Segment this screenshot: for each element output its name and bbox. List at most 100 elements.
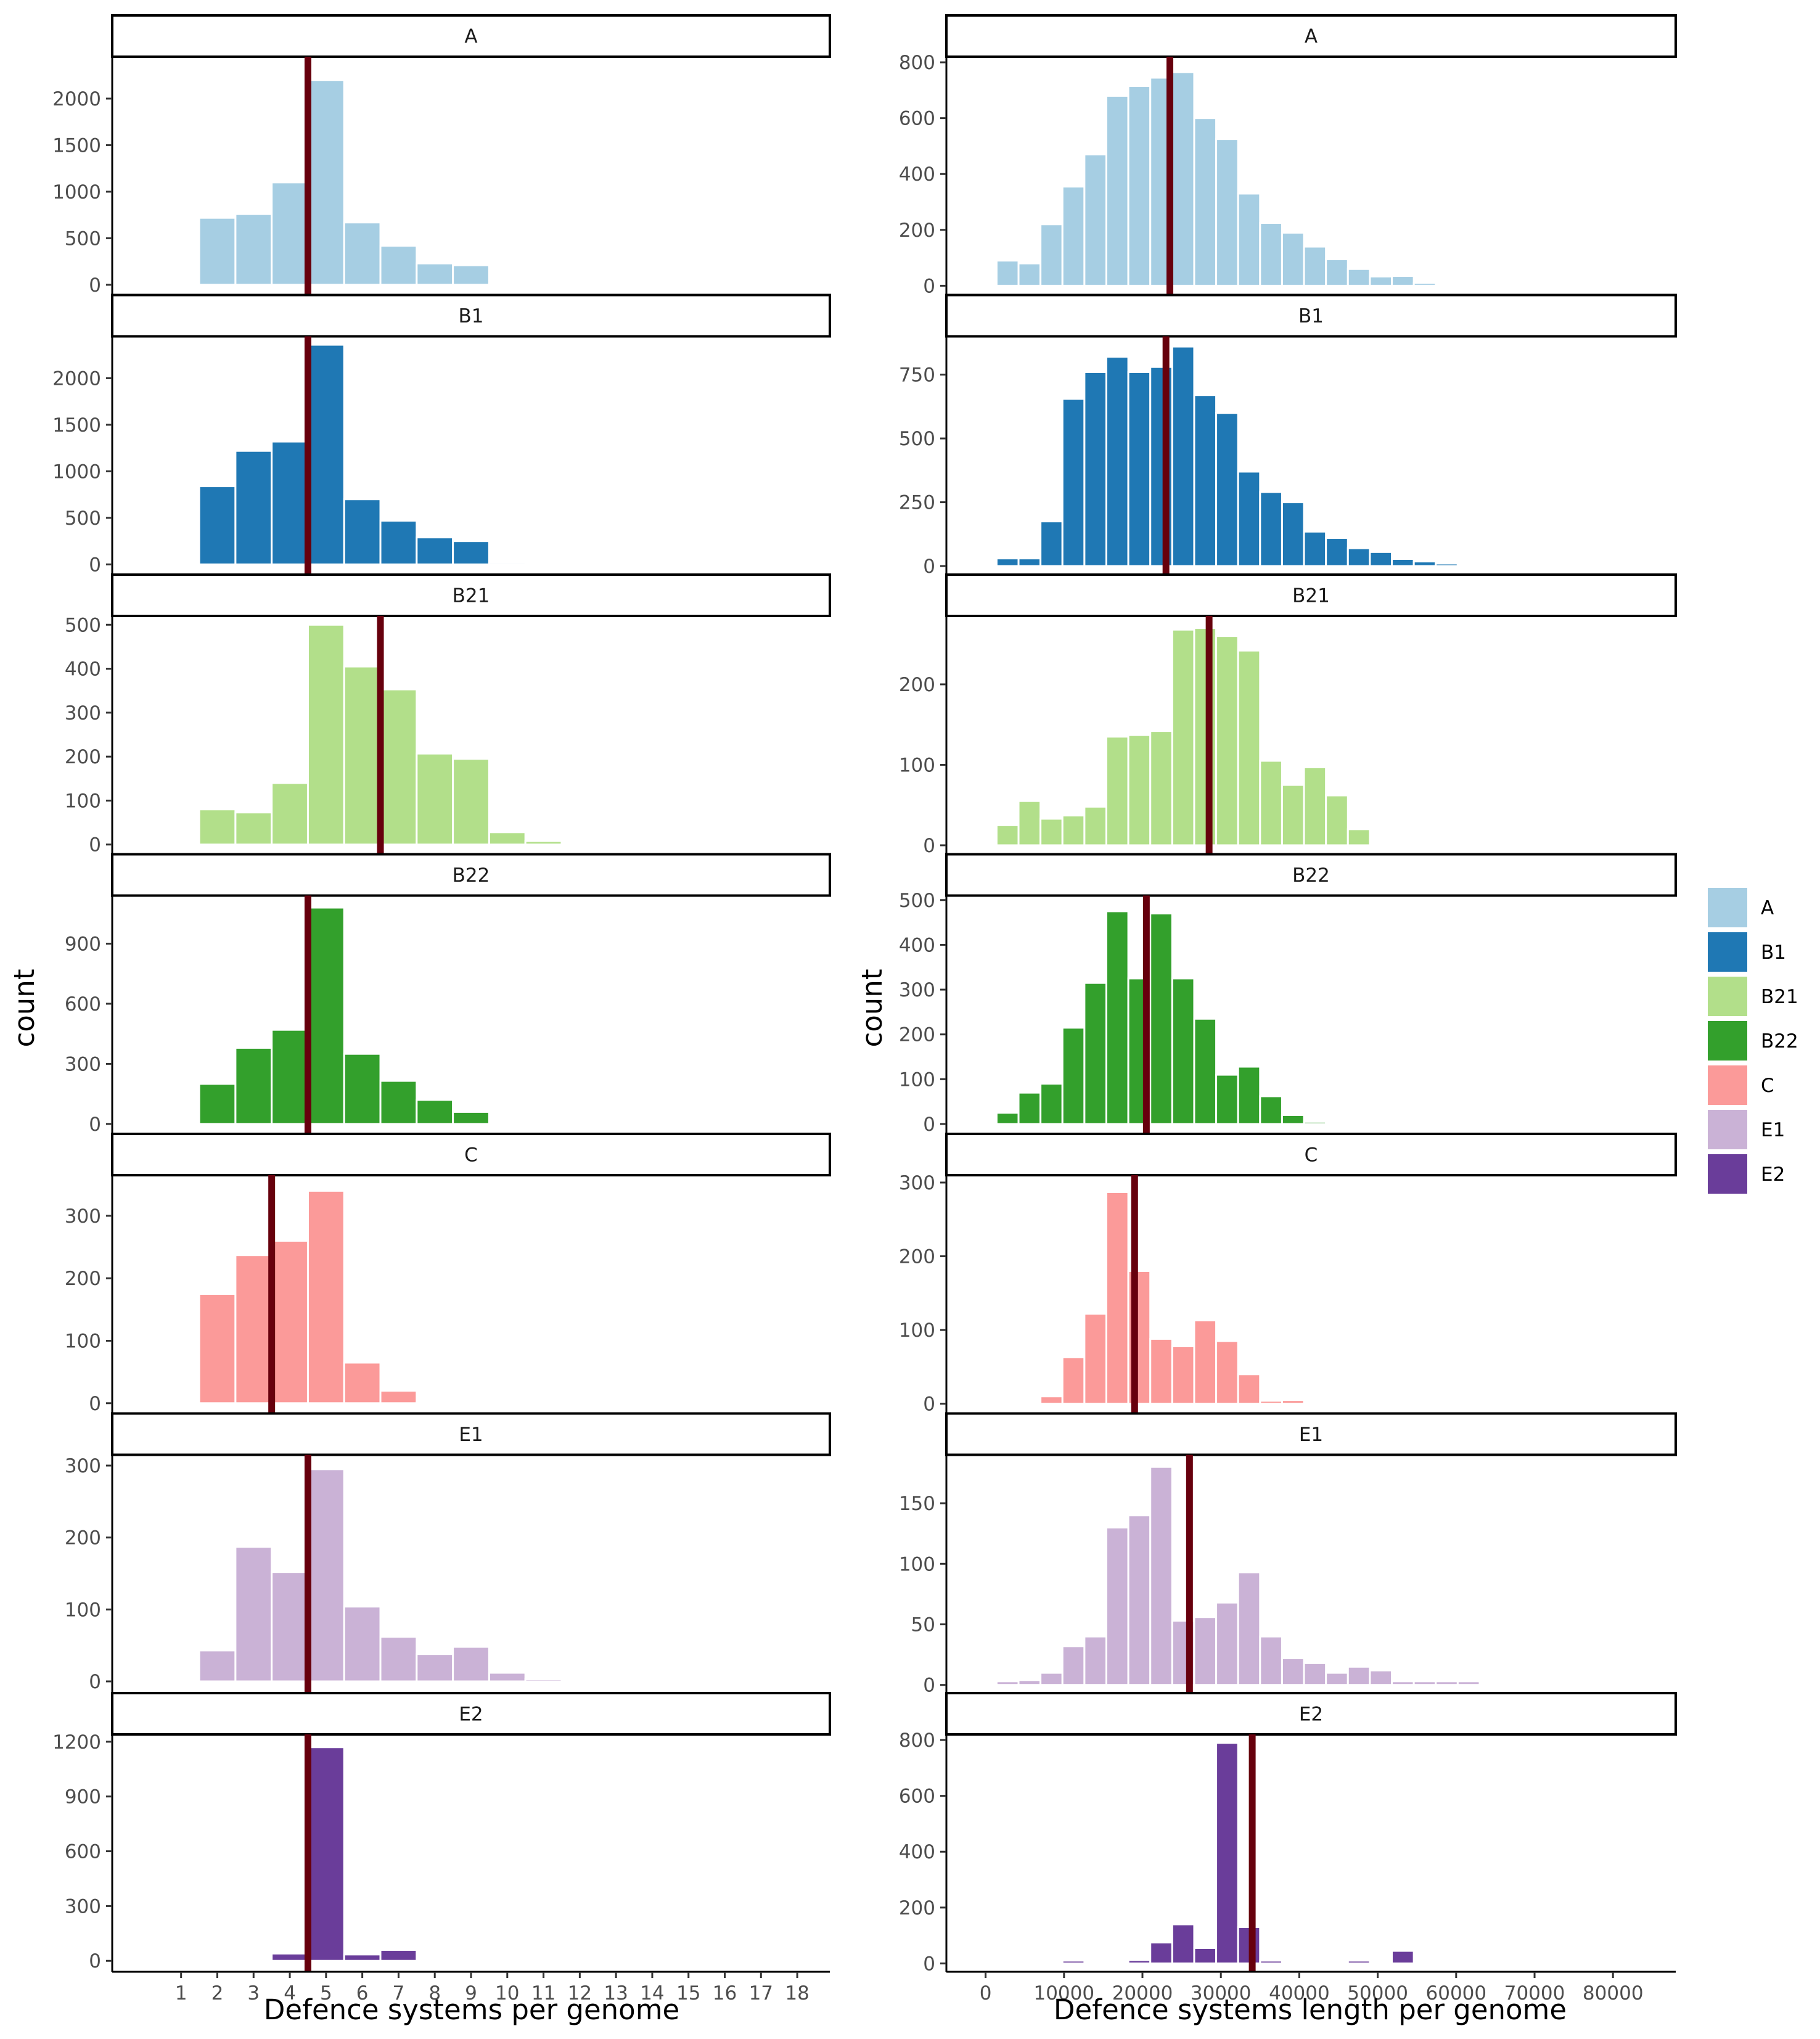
histogram-bar	[488, 282, 527, 286]
y-tick-label: 900	[65, 933, 101, 955]
x-tick-label: 9	[465, 1982, 477, 2004]
histogram-bar	[1281, 231, 1305, 287]
histogram-bar	[234, 449, 273, 565]
histogram-bar	[1259, 1095, 1283, 1125]
legend-key	[1708, 977, 1747, 1016]
y-tick-label: 100	[65, 1330, 101, 1352]
histogram-bar	[162, 842, 200, 846]
facet-strip	[945, 14, 1677, 58]
x-tick-label: 7	[393, 1982, 405, 2004]
facet-strip	[111, 293, 831, 338]
histogram-bar	[1149, 730, 1173, 847]
histogram-bar	[379, 1636, 418, 1683]
y-tick-label: 2000	[52, 367, 101, 390]
y-tick-label: 0	[89, 1950, 101, 1972]
histogram-bar	[1039, 1083, 1064, 1125]
facet-strip	[111, 1692, 831, 1736]
x-tick-label: 6	[356, 1982, 369, 2004]
legend-item-b22: B22	[1708, 1021, 1798, 1061]
histogram-bar	[271, 1239, 309, 1405]
histogram-bar	[1193, 1017, 1218, 1125]
y-tick-label: 300	[899, 979, 935, 1001]
x-tick-label: 10000	[1033, 1982, 1094, 2004]
y-tick-label: 200	[899, 1024, 935, 1046]
histogram-bar	[1083, 371, 1107, 567]
histogram-bar	[1061, 1356, 1086, 1405]
facet-strip	[111, 573, 831, 617]
histogram-bar	[452, 758, 490, 846]
y-tick-label: 1000	[52, 461, 101, 483]
right-column-panels: A0200400600800B10250500750B210100200B220…	[899, 14, 1677, 2004]
histogram-bar	[1347, 268, 1371, 287]
histogram-bar	[452, 1646, 490, 1683]
y-tick-label: 250	[899, 492, 935, 514]
legend-label: E1	[1761, 1119, 1785, 1141]
facet-strip-label: C	[1305, 1144, 1318, 1167]
panel-count-c: C 0 100 200 300	[65, 1133, 831, 1415]
y-tick-label: 100	[899, 1069, 935, 1091]
panel-count-a: A 0 500 1000 1500 2000	[52, 14, 831, 297]
histogram-bar	[1039, 818, 1064, 847]
y-tick-label: 2000	[52, 88, 101, 110]
y-tick-label: 400	[65, 658, 101, 681]
x-tick-label: 1	[175, 1982, 187, 2004]
panel-length-e1: E1 0 50 100 150	[899, 1412, 1677, 1697]
histogram-bar	[1193, 627, 1218, 847]
y-tick-label: 100	[65, 790, 101, 812]
histogram-bar	[379, 1390, 418, 1405]
x-tick-label: 0	[980, 1982, 992, 2004]
histogram-bar	[1456, 284, 1481, 287]
y-tick-label: 0	[89, 274, 101, 297]
histogram-bar	[1149, 1337, 1173, 1405]
legend-label: C	[1761, 1075, 1774, 1097]
histogram-bar	[1456, 1680, 1481, 1686]
histogram-bar	[1412, 1680, 1437, 1686]
legend-label: B21	[1761, 986, 1798, 1008]
histogram-bar	[416, 536, 454, 565]
histogram-bar	[1061, 1027, 1086, 1125]
histogram-bar	[1325, 258, 1349, 287]
histogram-bar	[1127, 734, 1152, 847]
histogram-bar	[1171, 977, 1195, 1125]
histogram-bar	[1303, 766, 1327, 847]
y-tick-label: 500	[899, 428, 935, 450]
panel-count-b22: B22 0 300 600 900	[65, 853, 831, 1136]
histogram-bar	[452, 1110, 490, 1125]
histogram-bar	[524, 840, 563, 846]
x-tick-label: 50000	[1347, 1982, 1408, 2004]
histogram-bar	[1303, 1120, 1327, 1125]
panel-count-b21: B21 0 100 200 300 400 500	[65, 573, 831, 856]
x-tick-label: 12	[568, 1982, 592, 2004]
y-tick-label: 200	[899, 1897, 935, 1919]
facet-strip-label: A	[464, 26, 477, 48]
y-tick-label: 1000	[52, 181, 101, 203]
histogram-bar	[1039, 520, 1064, 567]
facet-strip	[111, 1133, 831, 1176]
facet-strip-label: E2	[1299, 1704, 1323, 1726]
histogram-bar	[1149, 1941, 1173, 1964]
histogram-bar	[1127, 371, 1152, 567]
histogram-bar	[1347, 828, 1371, 847]
x-tick-label: 4	[284, 1982, 296, 2004]
histogram-bar	[1061, 398, 1086, 567]
histogram-bar	[452, 264, 490, 286]
histogram-bar	[1303, 530, 1327, 567]
histogram-bar	[1281, 1657, 1305, 1686]
legend-label: B1	[1761, 942, 1786, 964]
histogram-bar	[416, 262, 454, 286]
histogram-bar	[1347, 1665, 1371, 1686]
histogram-bar	[198, 216, 237, 286]
y-tick-label: 600	[65, 993, 101, 1015]
y-tick-label: 600	[899, 1786, 935, 1808]
histogram-bar	[198, 485, 237, 565]
y-tick-label: 750	[899, 364, 935, 387]
facet-strip-label: C	[464, 1144, 478, 1167]
histogram-bar	[306, 1189, 345, 1405]
y-tick-label: 150	[899, 1493, 935, 1515]
legend-item-c: C	[1708, 1065, 1774, 1105]
histogram-bar	[416, 752, 454, 846]
histogram-bar	[234, 811, 273, 846]
histogram-bar	[343, 498, 382, 565]
legend-item-e1: E1	[1708, 1110, 1785, 1149]
